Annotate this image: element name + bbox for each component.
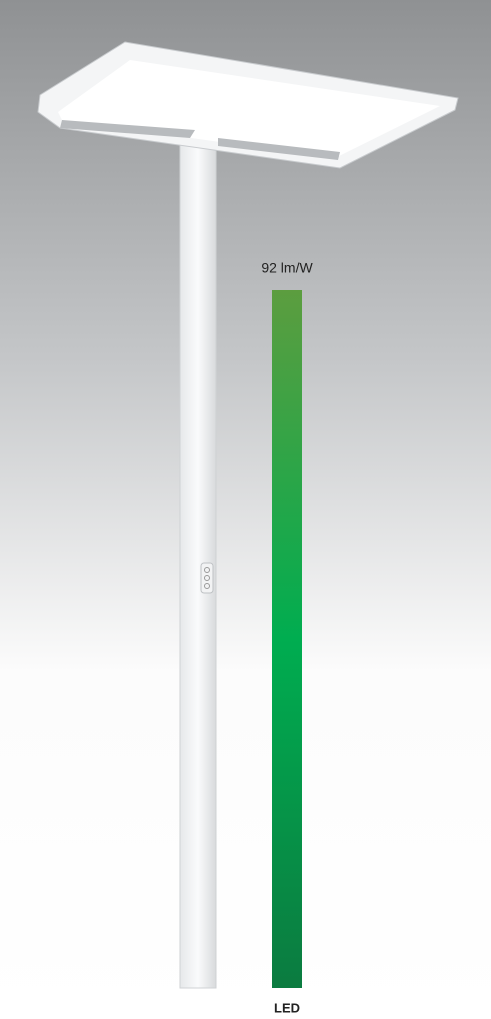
bar (272, 290, 302, 988)
chart: LED 92 lm/W (0, 0, 491, 1019)
value-label: 92 lm/W (261, 260, 313, 276)
category-label: LED (274, 1000, 300, 1015)
